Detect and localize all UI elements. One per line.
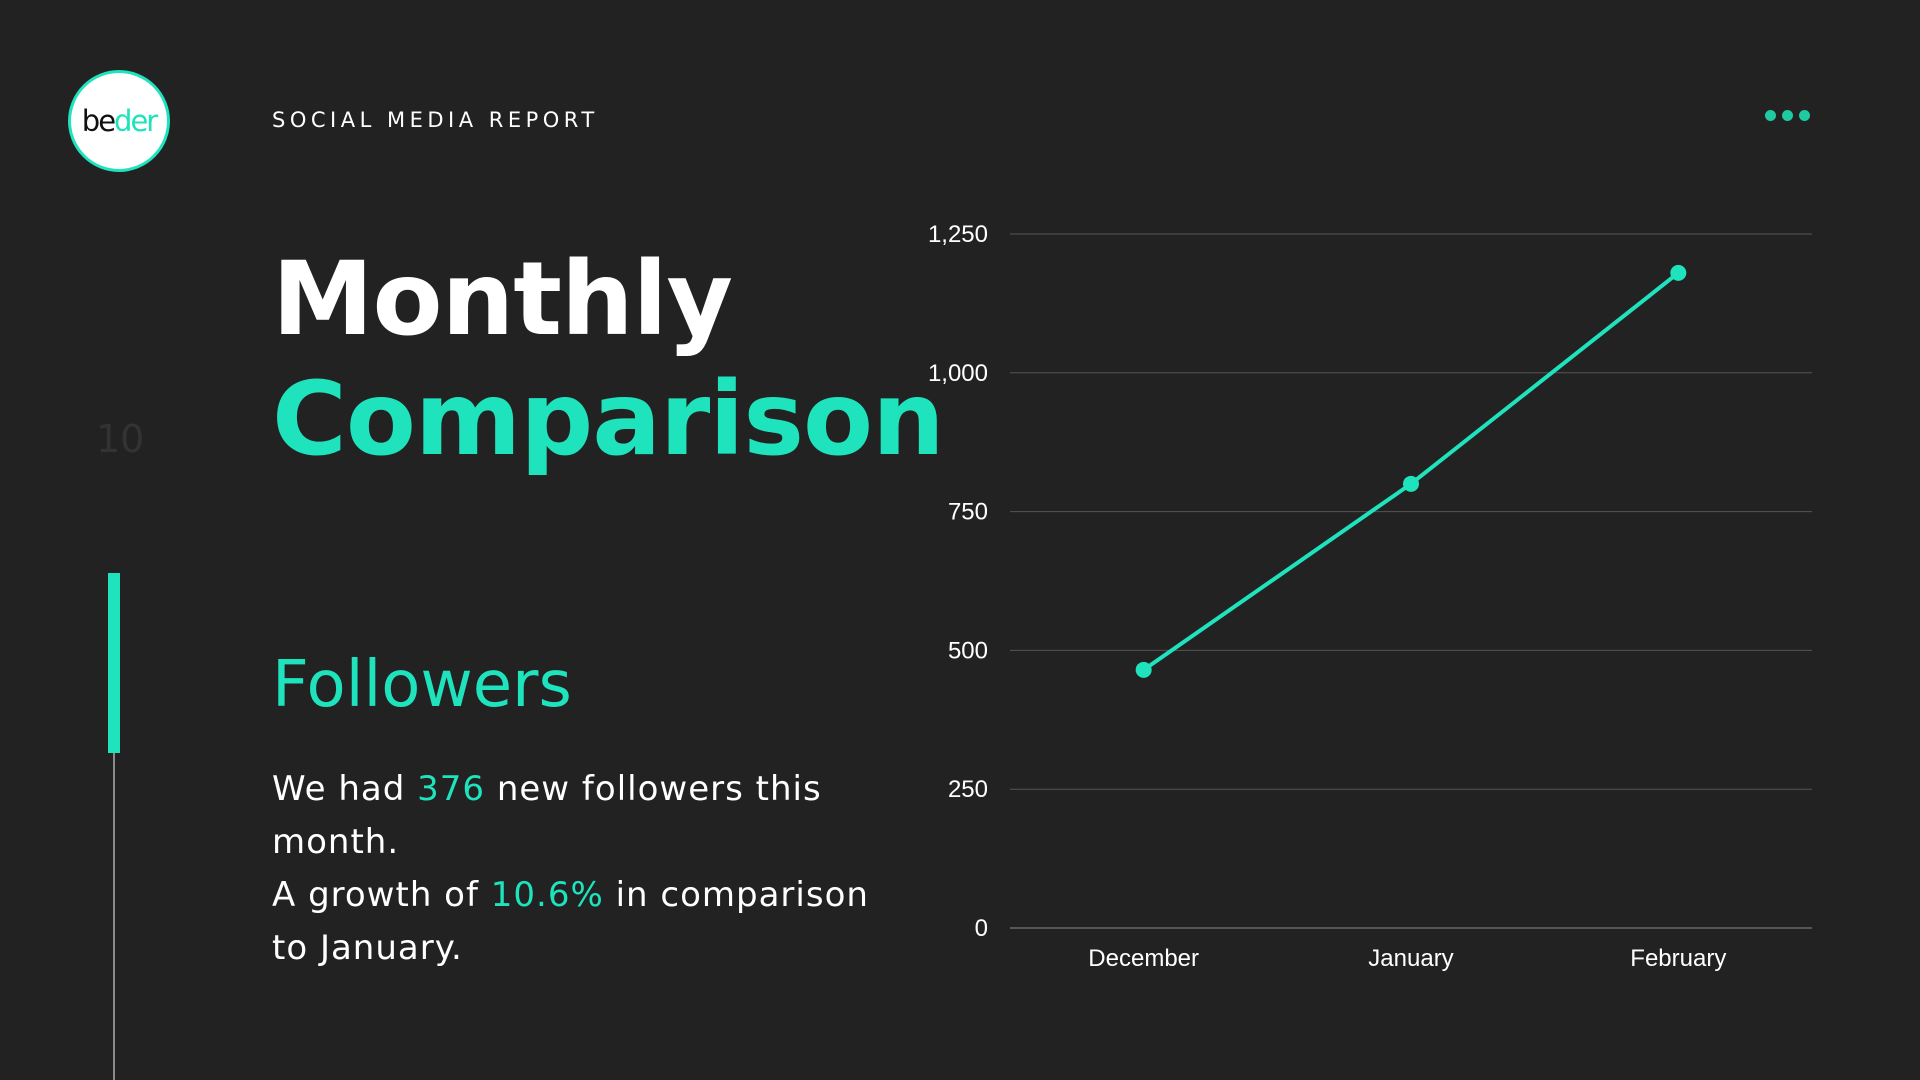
logo-text-accent: der [114, 104, 158, 138]
menu-dot [1799, 110, 1810, 121]
data-point [1670, 264, 1687, 281]
x-tick-label: January [1368, 945, 1453, 972]
y-tick-label: 500 [948, 637, 988, 664]
vertical-divider [113, 753, 115, 1080]
menu-dot [1782, 110, 1793, 121]
y-tick-label: 250 [948, 776, 988, 803]
chart-series [1142, 271, 1680, 672]
more-horizontal-icon[interactable] [1765, 110, 1810, 121]
followers-count: 376 [417, 769, 486, 809]
menu-dot [1765, 110, 1776, 121]
growth-percentage: 10.6% [490, 875, 604, 915]
section-body: We had 376 new followers this month. A gr… [272, 763, 872, 975]
series-line [1142, 271, 1680, 672]
page-number: 10 [96, 417, 145, 461]
chart-gridlines [1010, 233, 1812, 929]
report-label: SOCIAL MEDIA REPORT [272, 108, 599, 132]
title-line-1: Monthly [272, 240, 733, 359]
body-text-s1-suffix: new followers this month. [272, 769, 822, 862]
body-text-s2-prefix: A growth of [272, 875, 491, 915]
chart-points [1135, 264, 1687, 678]
body-text-s1-prefix: We had [272, 769, 418, 809]
body-text-s2-suffix: in comparison to January. [272, 875, 869, 968]
followers-line-chart: 0 250 500 750 1,000 1,250 December January Febr… [928, 221, 1812, 972]
x-tick-label: December [1088, 945, 1199, 972]
section-heading: Followers [272, 648, 572, 722]
accent-bar [108, 573, 120, 753]
chart-x-axis: December January February [1088, 945, 1726, 972]
y-tick-label: 750 [948, 499, 988, 526]
data-point [1403, 475, 1419, 492]
y-tick-label: 1,000 [928, 360, 988, 387]
page-title: Monthly Comparison [272, 240, 945, 480]
y-tick-label: 0 [975, 915, 988, 942]
chart-y-axis: 0 250 500 750 1,000 1,250 [928, 221, 988, 942]
data-point [1135, 661, 1152, 678]
x-tick-label: February [1630, 945, 1726, 972]
title-line-2: Comparison [272, 360, 945, 479]
brand-logo: be der [68, 70, 170, 172]
y-tick-label: 1,250 [928, 221, 988, 248]
logo-text-dark: be [81, 104, 116, 138]
